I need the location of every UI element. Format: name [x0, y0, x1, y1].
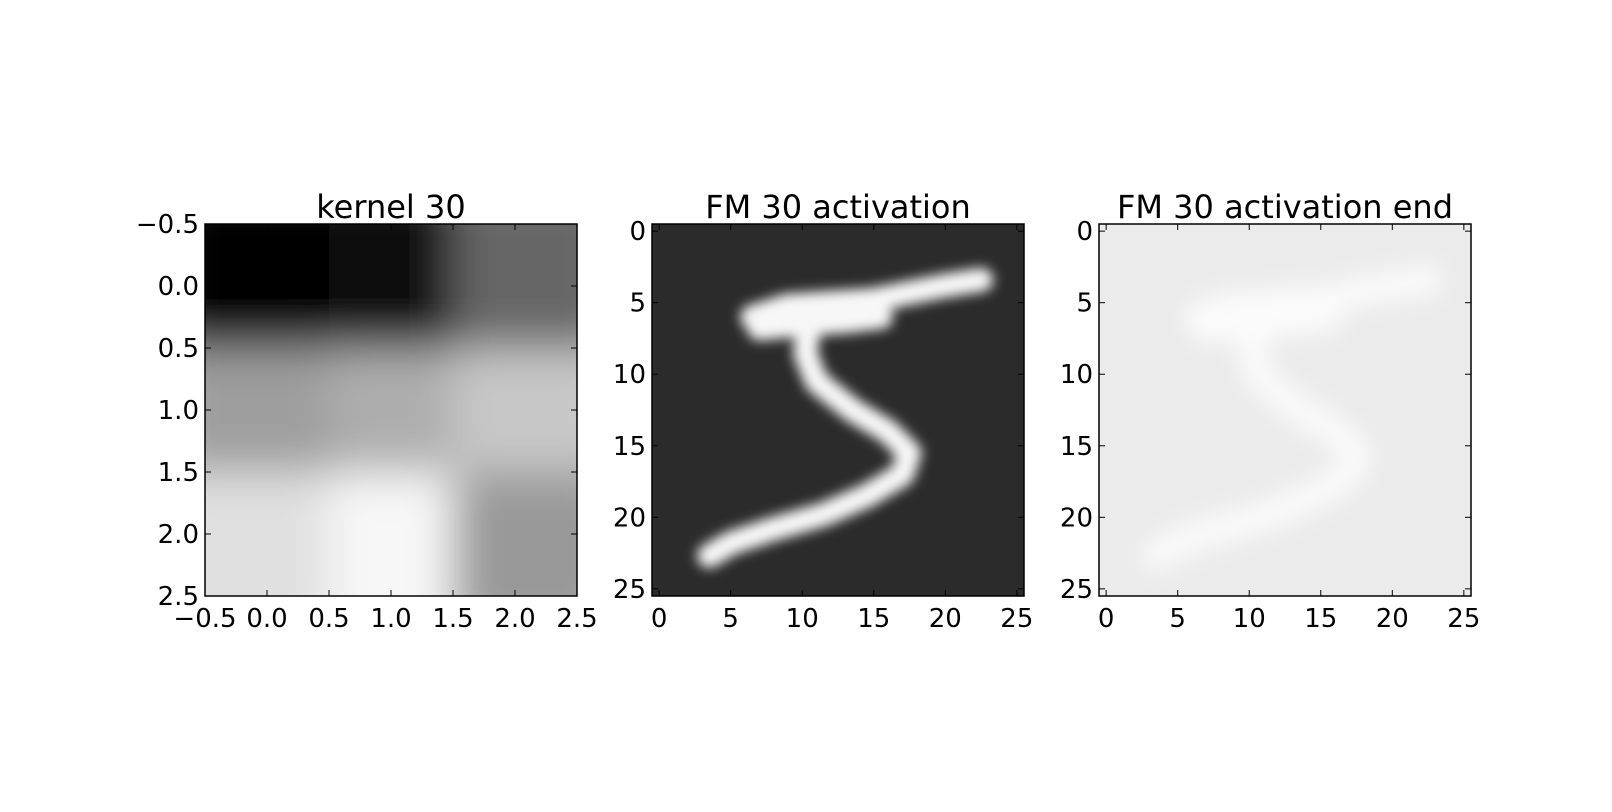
fm-activation-end-frame — [1098, 223, 1472, 597]
y-tick-label: −0.5 — [136, 210, 199, 240]
y-tick-label: 2.0 — [158, 520, 199, 550]
x-tick-label: 15 — [1304, 604, 1337, 634]
x-tick-label: 1.0 — [370, 604, 411, 634]
digit-stroke — [747, 305, 893, 341]
y-tick-label: 20 — [1060, 503, 1093, 533]
kernel-cell — [453, 224, 577, 348]
x-tick-label: 2.5 — [556, 604, 597, 634]
y-tick-label: 1.5 — [158, 458, 199, 488]
y-tick-label: 15 — [1060, 432, 1093, 462]
x-tick-label: 5 — [722, 604, 739, 634]
x-tick-label: 25 — [1000, 604, 1033, 634]
x-tick-label: 15 — [857, 604, 890, 634]
digit-stroke — [740, 267, 994, 329]
x-tick-label: 25 — [1447, 604, 1480, 634]
fm-activation-title: FM 30 activation — [705, 188, 971, 226]
digit-stroke — [1184, 264, 1444, 332]
x-tick-label: 0.0 — [246, 604, 287, 634]
x-tick-label: 20 — [1376, 604, 1409, 634]
x-tick-label: 10 — [1233, 604, 1266, 634]
kernel-cell — [329, 472, 453, 596]
fm-activation-image — [652, 224, 1024, 596]
y-tick-label: 25 — [1060, 575, 1093, 605]
digit-stroke — [1141, 309, 1372, 571]
kernel-panel: kernel 30 −0.5 0.0 0.5 1.0 1.5 2.0 2.5−0.50.00… — [136, 188, 598, 634]
x-tick-label: 2.0 — [494, 604, 535, 634]
y-tick-label: 5 — [1076, 289, 1093, 319]
x-tick-label: −0.5 — [173, 604, 236, 634]
y-tick-label: 25 — [613, 575, 646, 605]
fm-activation-end-image — [1099, 224, 1471, 596]
x-tick-label: 0.5 — [308, 604, 349, 634]
kernel-ticks: −0.5 0.0 0.5 1.0 1.5 2.0 2.5−0.50.00.51.01.52.… — [136, 210, 598, 634]
kernel-cell — [453, 348, 577, 472]
y-tick-label: 0 — [1076, 217, 1093, 247]
kernel-cell — [329, 224, 453, 348]
y-tick-label: 5 — [629, 289, 646, 319]
y-tick-label: 20 — [613, 503, 646, 533]
fm-activation-end-digit — [1141, 264, 1444, 571]
x-tick-label: 20 — [929, 604, 962, 634]
fm-activation-frame — [651, 223, 1025, 597]
y-tick-label: 10 — [613, 360, 646, 390]
x-tick-label: 0 — [1098, 604, 1115, 634]
fm-activation-digit — [697, 267, 994, 568]
kernel-title: kernel 30 — [316, 188, 465, 226]
fm-activation-end-title: FM 30 activation end — [1117, 188, 1453, 226]
y-tick-label: 1.0 — [158, 396, 199, 426]
x-tick-label: 10 — [786, 604, 819, 634]
kernel-cell — [205, 472, 329, 596]
y-tick-label: 10 — [1060, 360, 1093, 390]
y-tick-label: 0.5 — [158, 334, 199, 364]
x-tick-label: 0 — [651, 604, 668, 634]
kernel-heatmap — [205, 224, 577, 596]
kernel-cell — [205, 224, 329, 348]
y-tick-label: 15 — [613, 432, 646, 462]
x-tick-label: 1.5 — [432, 604, 473, 634]
y-tick-label: 0 — [629, 217, 646, 247]
y-tick-label: 2.5 — [158, 582, 199, 612]
y-tick-label: 0.0 — [158, 272, 199, 302]
fm-activation-end-panel: FM 30 activation end 0 5 10 15 20 25051015202… — [1060, 188, 1480, 634]
kernel-cell — [329, 348, 453, 472]
kernel-cell — [453, 472, 577, 596]
x-tick-label: 5 — [1169, 604, 1186, 634]
kernel-cell — [205, 348, 329, 472]
digit-stroke — [697, 312, 922, 568]
